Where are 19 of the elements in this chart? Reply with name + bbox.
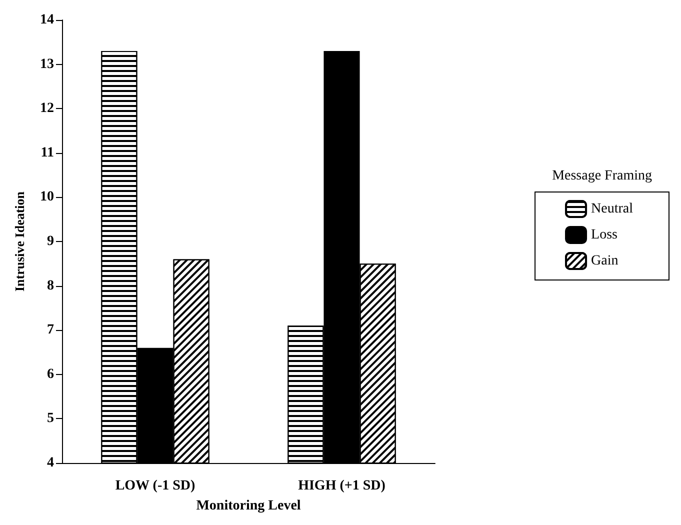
y-tick-label: 5: [47, 411, 54, 426]
y-tick-label: 9: [47, 234, 54, 249]
x-axis-title: Monitoring Level: [196, 498, 301, 514]
y-tick-label: 14: [40, 12, 54, 28]
legend-label: Loss: [591, 228, 618, 242]
y-tick-label: 4: [47, 456, 54, 470]
y-tick-label: 6: [47, 366, 54, 382]
legend-label: Neutral: [591, 202, 634, 216]
y-tick-label: 8: [47, 278, 54, 294]
y-axis-title: Intrusive Ideation: [12, 190, 27, 292]
y-tick-label: 7: [47, 322, 54, 338]
y-tick-label: 11: [40, 145, 54, 160]
legend-label: Gain: [591, 254, 618, 268]
x-tick-label: LOW (-1 SD): [115, 478, 196, 494]
y-tick-label: 13: [40, 56, 54, 72]
x-tick-label: HIGH (+1 SD): [298, 478, 386, 494]
legend-title: Message Framing: [552, 168, 652, 184]
y-tick-label: 10: [40, 190, 54, 205]
y-tick-label: 12: [40, 101, 54, 116]
